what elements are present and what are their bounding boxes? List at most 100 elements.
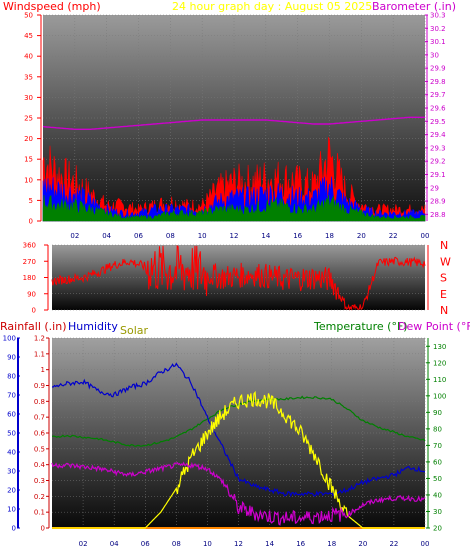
- barometer-tick-label: 29.4: [430, 131, 446, 139]
- lowwind-series: [42, 194, 426, 222]
- rain-time-tick-label: 08: [172, 540, 181, 548]
- rain-time-tick-label: 10: [203, 540, 212, 548]
- compass-label: S: [440, 272, 447, 285]
- barometer-tick-label: 28.8: [430, 211, 446, 219]
- rain-time-tick-label: 20: [358, 540, 367, 548]
- dewpoint-series: [51, 461, 426, 526]
- rain-tick-label: 1.1: [34, 350, 45, 358]
- barometer-tick-label: 29.3: [430, 144, 446, 152]
- rain-time-tick-label: 04: [110, 540, 119, 548]
- wind-time-tick-label: 12: [230, 232, 239, 240]
- humidity-tick-label: 30: [7, 468, 16, 476]
- windspeed-axis-title: Windspeed (mph): [3, 0, 101, 13]
- humidity-tick-label: 50: [7, 430, 16, 438]
- windspeed-tick-label: 25: [24, 115, 33, 123]
- dewpoint-axis-title: Dew Point (°F): [398, 320, 470, 333]
- wind-time-tick-label: 14: [261, 232, 270, 240]
- direction-tick-label: 0: [32, 307, 36, 315]
- rain-time-tick-label: 00: [421, 540, 430, 548]
- rainfall-axis-title: Rainfall (.in): [0, 320, 67, 333]
- rain-time-tick-label: 06: [141, 540, 150, 548]
- rain-tick-label: 0.9: [34, 382, 45, 390]
- windspeed-tick-label: 5: [29, 197, 33, 205]
- barometer-tick-label: 29: [430, 184, 439, 192]
- barometer-tick-label: 29.2: [430, 158, 446, 166]
- temperature-tick-label: 30: [433, 508, 442, 516]
- direction-tick-label: 360: [23, 242, 36, 250]
- humidity-tick-label: 80: [7, 373, 16, 381]
- rain-time-tick-label: 02: [79, 540, 88, 548]
- barometer-tick-label: 30: [430, 51, 439, 59]
- wind-time-tick-label: 08: [166, 232, 175, 240]
- temperature-tick-label: 80: [433, 425, 442, 433]
- rain-time-tick-label: 12: [234, 540, 243, 548]
- temperature-tick-label: 60: [433, 458, 442, 466]
- humidity-tick-label: 20: [7, 487, 16, 495]
- temperature-tick-label: 40: [433, 491, 442, 499]
- barometer-tick-label: 29.9: [430, 65, 446, 73]
- humidity-series: [51, 362, 425, 498]
- direction-tick-label: 180: [23, 274, 36, 282]
- rain-time-tick-label: 16: [296, 540, 305, 548]
- solar-series: [52, 390, 425, 529]
- rain-tick-label: 1.2: [34, 335, 45, 343]
- barometer-tick-label: 28.9: [430, 198, 446, 206]
- rain-time-tick-label: 14: [265, 540, 274, 548]
- humidity-axis-title: Humidity: [68, 320, 118, 333]
- graph-title: 24 hour graph day : August 05 2025: [172, 0, 372, 13]
- temperature-tick-label: 50: [433, 475, 442, 483]
- temperature-tick-label: 130: [433, 343, 446, 351]
- temperature-tick-label: 70: [433, 442, 442, 450]
- barometer-axis-title: Barometer (.in): [372, 0, 456, 13]
- barometer-tick-label: 29.7: [430, 91, 446, 99]
- compass-label: N: [440, 304, 448, 317]
- rain-tick-label: 0.3: [34, 477, 45, 485]
- barometer-tick-label: 30.2: [430, 25, 446, 33]
- windspeed-tick-label: 50: [24, 12, 33, 20]
- direction-series: [51, 244, 426, 311]
- wind-time-tick-label: 10: [198, 232, 207, 240]
- wind-time-tick-label: 16: [293, 232, 302, 240]
- temperature-tick-label: 100: [433, 392, 446, 400]
- wind-time-tick-label: 00: [421, 232, 430, 240]
- solar-axis-title: Solar: [120, 324, 149, 337]
- humidity-tick-label: 40: [7, 449, 16, 457]
- rain-tick-label: 0: [41, 525, 45, 533]
- barometer-series: [42, 116, 425, 130]
- temperature-tick-label: 110: [433, 376, 446, 384]
- temperature-tick-label: 90: [433, 409, 442, 417]
- wind-time-tick-label: 04: [102, 232, 111, 240]
- rain-tick-label: 0.2: [34, 493, 45, 501]
- barometer-tick-label: 29.5: [430, 118, 446, 126]
- rain-time-tick-label: 18: [327, 540, 336, 548]
- barometer-tick-label: 29.1: [430, 171, 446, 179]
- humidity-tick-label: 70: [7, 392, 16, 400]
- rain-time-tick-label: 22: [389, 540, 398, 548]
- temperature-axis-title: Temperature (°F): [313, 320, 408, 333]
- windspeed-tick-label: 20: [24, 135, 33, 143]
- humidity-tick-label: 90: [7, 354, 16, 362]
- temperature-tick-label: 120: [433, 359, 446, 367]
- barometer-tick-label: 29.8: [430, 78, 446, 86]
- windspeed-tick-label: 35: [24, 73, 33, 81]
- humidity-tick-label: 10: [7, 506, 16, 514]
- wind-time-tick-label: 22: [389, 232, 398, 240]
- barometer-tick-label: 30.3: [430, 12, 446, 20]
- barometer-tick-label: 29.6: [430, 105, 446, 113]
- wind-time-tick-label: 18: [325, 232, 334, 240]
- windspeed-tick-label: 30: [24, 94, 33, 102]
- rain-tick-label: 0.8: [34, 398, 45, 406]
- rain-tick-label: 0.1: [34, 509, 45, 517]
- chart-marks: [42, 116, 426, 529]
- rain-tick-label: 0.5: [34, 445, 45, 453]
- barometer-tick-label: 30.1: [430, 38, 446, 46]
- compass-label: E: [440, 288, 447, 301]
- compass-label: W: [440, 255, 451, 268]
- axes: 0510152025303540455028.828.92929.129.229…: [3, 12, 451, 549]
- windspeed-tick-label: 0: [29, 218, 33, 226]
- compass-label: N: [440, 239, 448, 252]
- rain-tick-label: 0.4: [34, 461, 46, 469]
- rain-tick-label: 0.7: [34, 414, 45, 422]
- windspeed-tick-label: 15: [24, 156, 33, 164]
